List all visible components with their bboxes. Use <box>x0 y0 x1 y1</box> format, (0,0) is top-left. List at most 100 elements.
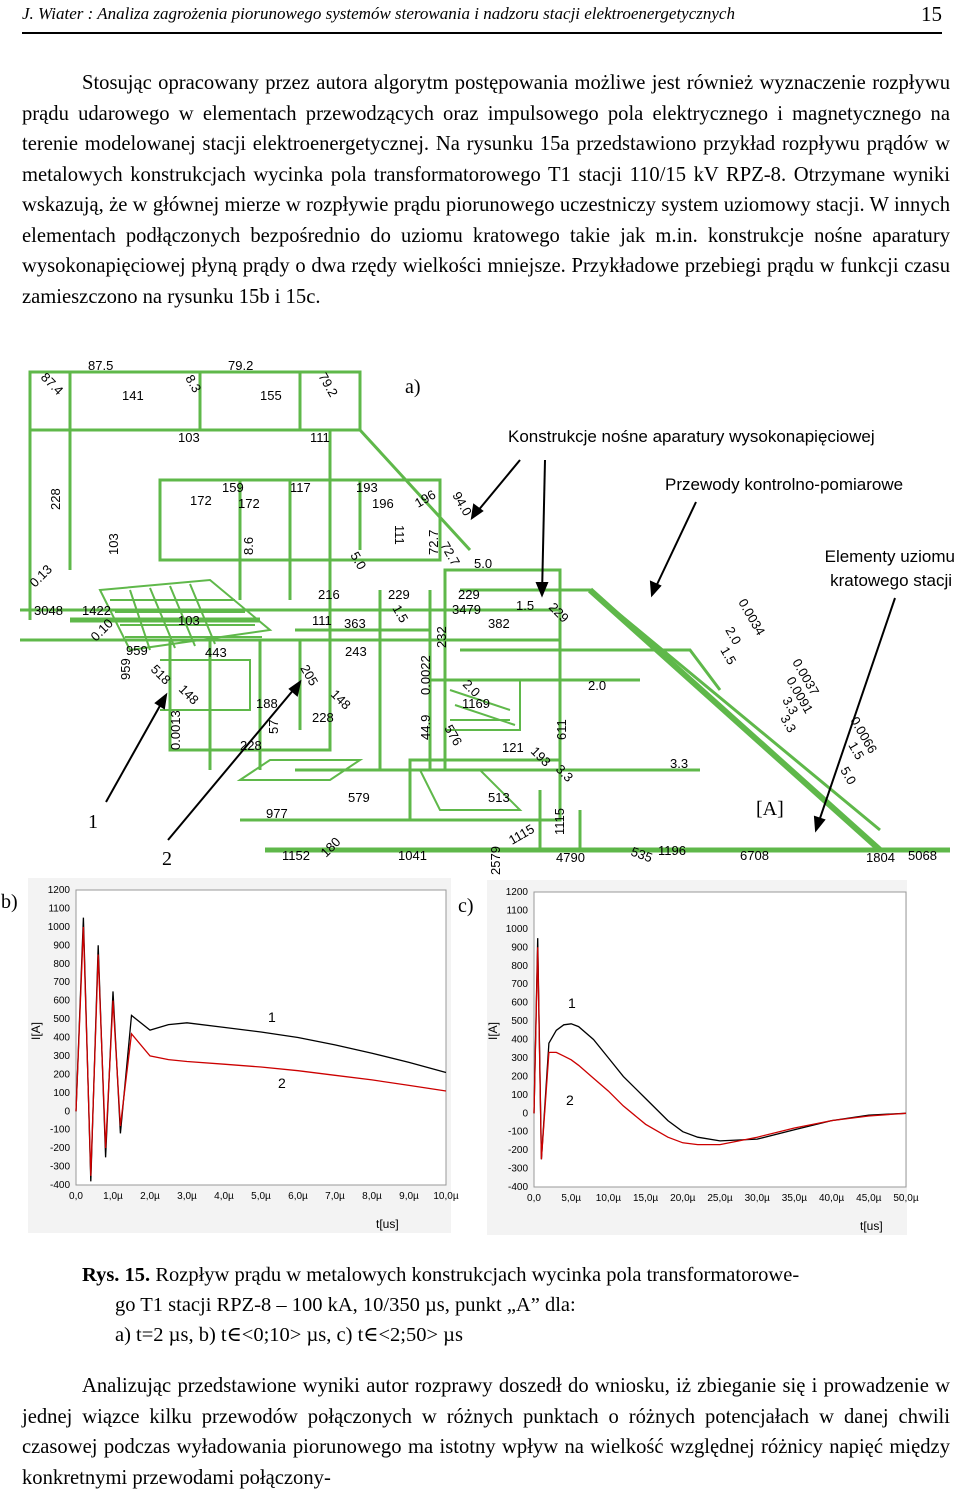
value-label: 72.7 <box>426 530 441 555</box>
value-label: 3.3 <box>777 712 799 735</box>
chart-b-x-tick: 6,0µ <box>288 1191 308 1202</box>
page-header: J. Wiater : Analiza zagrożenia piorunowe… <box>22 2 942 34</box>
chart-c-series-2-label: 2 <box>566 1092 574 1108</box>
value-label: 117 <box>290 480 311 495</box>
chart-b-y-tick: 400 <box>53 1033 70 1044</box>
chart-c-x-tick: 15,0µ <box>633 1193 658 1204</box>
chart-c-plot-area <box>533 891 907 1188</box>
value-label: 1115 <box>506 821 537 847</box>
value-label: 87.5 <box>88 358 113 373</box>
chart-c-y-tick: -400 <box>508 1182 528 1193</box>
chart-c-y-tick: 400 <box>511 1035 528 1046</box>
chart-b-y-tick: 1000 <box>48 922 71 933</box>
paragraph-2: Analizując przedstawione wyniki autor ro… <box>22 1371 950 1493</box>
value-label: 228 <box>48 488 63 510</box>
chart-b-y-tick: -200 <box>50 1143 70 1154</box>
value-label: 229 <box>388 587 410 602</box>
value-label: 1804 <box>866 850 895 865</box>
value-label: 2579 <box>488 846 503 875</box>
chart-b-y-tick: 300 <box>53 1051 70 1062</box>
unit-label: [A] <box>756 798 784 820</box>
chart-c-x-tick: 0,0 <box>527 1193 541 1204</box>
value-label: 228 <box>240 738 262 753</box>
value-label: 148 <box>176 682 202 708</box>
chart-c-xlabel: t[us] <box>860 1219 883 1233</box>
chart-b-x-tick: 8,0µ <box>362 1191 382 1202</box>
chart-b-x-tick: 10,0µ <box>433 1191 458 1202</box>
value-label: 3048 <box>34 603 63 618</box>
chart-c-x-tick: 50,0µ <box>893 1193 918 1204</box>
panel-b-label: b) <box>1 891 18 913</box>
value-label: 3479 <box>452 602 481 617</box>
caption-label: Rys. 15. <box>82 1264 151 1286</box>
chart-b-series-2-label: 2 <box>278 1075 286 1091</box>
value-label: 172 <box>190 493 212 508</box>
value-label: 1.5 <box>717 644 739 667</box>
chart-c-y-tick: 800 <box>511 961 528 972</box>
value-label: 229 <box>458 587 480 602</box>
callout-grounding-1: Elementy uziomu <box>825 547 955 566</box>
chart-c-y-tick: 700 <box>511 979 528 990</box>
paragraph-1: Stosując opracowany przez autora algoryt… <box>22 68 950 312</box>
value-label: 79.2 <box>315 370 341 399</box>
value-label: 103 <box>178 613 200 628</box>
value-label: 0.0013 <box>168 710 183 750</box>
value-label: 216 <box>318 587 340 602</box>
chart-c-y-tick: 1100 <box>506 905 528 916</box>
value-label: 111 <box>312 613 332 628</box>
value-label: 1.5 <box>389 602 411 625</box>
callout-control-wires: Przewody kontrolno-pomiarowe <box>665 475 903 494</box>
chart-b-x-tick: 5,0µ <box>251 1191 271 1202</box>
chart-b: -400 -300 -200 -100 0 100 200 300 400 500 600 700 80… <box>28 878 459 1233</box>
chart-b-x-tick: 4,0µ <box>214 1191 234 1202</box>
value-label: 243 <box>345 644 367 659</box>
value-label: 141 <box>122 388 144 403</box>
value-label: 535 <box>629 844 655 866</box>
structure-labels: 87.5 79.2 87.4 8.3 79.2 141 155 103 111 … <box>27 358 937 875</box>
value-label: 44.9 <box>418 715 433 740</box>
value-label: 2.0 <box>588 678 606 693</box>
value-label: 611 <box>554 719 569 740</box>
value-label: 959 <box>118 658 133 680</box>
value-label: 87.4 <box>38 370 67 399</box>
value-label: 228 <box>312 710 334 725</box>
chart-c-y-tick: 300 <box>511 1053 528 1064</box>
value-label: 0.0022 <box>418 655 433 695</box>
value-label: 1196 <box>658 843 686 858</box>
chart-b-x-tick: 2,0µ <box>140 1191 160 1202</box>
chart-c-series-1-line <box>533 938 907 1160</box>
chart-b-x-tick: 1,0µ <box>103 1191 123 1202</box>
value-label: 959 <box>126 643 148 658</box>
chart-b-y-tick: -300 <box>50 1162 70 1173</box>
chart-c-y-tick: 200 <box>511 1071 528 1082</box>
value-label: 1152 <box>282 848 310 863</box>
structure-diagram <box>20 370 950 853</box>
chart-c-y-tick: 1000 <box>506 924 529 935</box>
callout-arrows <box>105 459 896 841</box>
callouts: Konstrukcje nośne aparatury wysokonapięc… <box>508 427 955 590</box>
value-label: 8.6 <box>241 537 256 555</box>
value-label: 193 <box>356 480 378 495</box>
value-label: 196 <box>372 496 394 511</box>
value-label: 94.0 <box>449 489 475 518</box>
chart-c-y-tick: -100 <box>508 1127 528 1138</box>
value-label: 193 <box>528 744 554 770</box>
value-label: 148 <box>328 687 354 713</box>
value-label: 1.5 <box>516 598 534 613</box>
figure-15: 87.5 79.2 87.4 8.3 79.2 141 155 103 111 … <box>1 358 955 1235</box>
value-label: 111 <box>392 525 407 545</box>
chart-c-x-tick: 25,0µ <box>707 1193 732 1204</box>
chart-b-y-tick: 900 <box>53 940 70 951</box>
chart-b-x-tick: 0,0 <box>69 1191 83 1202</box>
value-label: 229 <box>546 600 572 626</box>
figure-caption: Rys. 15. Rozpływ prądu w metalowych kons… <box>82 1260 799 1350</box>
chart-c-x-tick: 10,0µ <box>596 1193 621 1204</box>
chart-b-y-tick: 1200 <box>48 885 71 896</box>
chart-b-x-tick: 9,0µ <box>399 1191 419 1202</box>
value-label: 579 <box>348 790 370 805</box>
chart-b-y-tick: -100 <box>50 1125 70 1136</box>
chart-b-ylabel: I[A] <box>29 1022 43 1040</box>
pointer-1-label: 1 <box>88 811 98 833</box>
chart-b-xlabel: t[us] <box>376 1217 399 1231</box>
chart-b-y-tick: 800 <box>53 959 70 970</box>
